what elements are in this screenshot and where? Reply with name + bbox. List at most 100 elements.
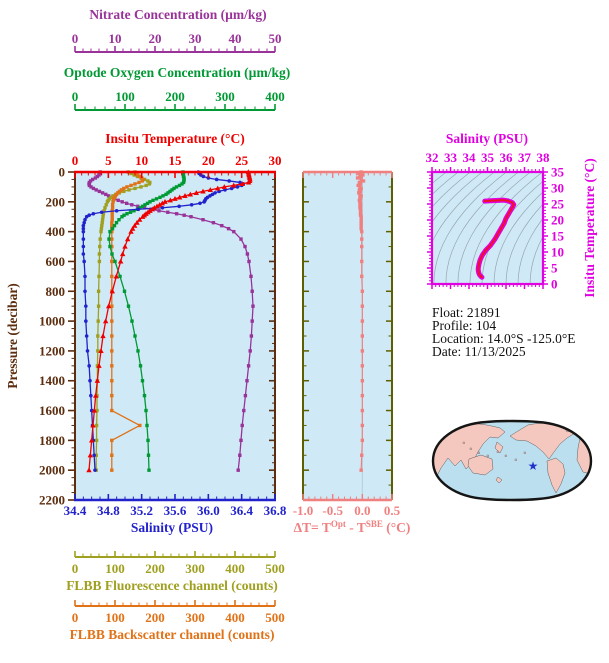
backscatter-profile-marker (110, 212, 114, 216)
oxygen-profile-marker (146, 438, 150, 443)
fluorescence-profile-marker (132, 173, 136, 177)
map-island (477, 451, 480, 454)
fluorescence-profile-marker (96, 319, 100, 323)
nitrate-tick-label: 40 (229, 31, 242, 46)
temperature-profile-marker (109, 288, 116, 294)
temperature-profile-marker (124, 236, 131, 242)
temperature-profile-marker (207, 187, 214, 192)
backscatter-profile-marker (110, 237, 114, 241)
backscatter-profile-marker (140, 179, 144, 183)
nitrate-tick-label: 50 (269, 31, 282, 46)
delta-t-marker (358, 189, 363, 194)
oxygen-profile-marker (170, 188, 174, 192)
oxygen-profile-marker (113, 259, 117, 264)
fluorescence-profile-marker (96, 349, 100, 353)
oxygen-profile-marker (125, 212, 129, 216)
backscatter-profile-marker (129, 183, 133, 188)
nitrate-tick-label: 30 (189, 31, 202, 46)
oxygen-tick-label: 400 (265, 89, 285, 104)
float-info: Float: 21891 Profile: 104 Location: 14.0… (432, 305, 576, 359)
nitrate-profile-marker (240, 423, 244, 428)
nitrate-profile-marker (116, 198, 120, 203)
oxygen-profile-marker (107, 237, 111, 241)
delta-t-marker (360, 244, 364, 249)
backscatter-profile-marker (110, 364, 114, 368)
pressure-tick-label: 2200 (39, 493, 65, 508)
temperature-tick-label: 15 (169, 153, 183, 168)
pressure-tick-label: 1400 (39, 373, 65, 388)
nitrate-profile-marker (95, 174, 100, 179)
temperature-profile-marker (92, 392, 99, 398)
fluorescence-profile-marker (101, 212, 106, 216)
salinity-tick-label: 35.6 (164, 503, 187, 518)
fluorescence-profile-marker (94, 453, 98, 457)
oxygen-profile-marker (158, 195, 162, 200)
backscatter-profile-marker (110, 218, 114, 222)
nitrate-profile-marker (249, 334, 254, 338)
fluorescence-profile-marker (144, 183, 148, 188)
delta-t-marker (360, 259, 364, 264)
nitrate-profile-marker (91, 186, 96, 191)
salinity-axis-title: Salinity (PSU) (131, 520, 213, 535)
temperature-profile-marker (119, 251, 126, 257)
ts-t-tick-label: 5 (551, 261, 558, 276)
nitrate-profile-marker (251, 304, 255, 308)
temperature-profile-marker (122, 243, 128, 249)
nitrate-profile-marker (242, 408, 246, 413)
float-id-line: Float: 21891 (432, 305, 501, 320)
fluorescence-profile-marker (146, 179, 150, 183)
oxygen-profile-marker (117, 218, 121, 222)
backscatter-profile-marker (110, 220, 114, 225)
oxygen-profile-marker (118, 274, 122, 279)
fluorescence-tick-label: 200 (145, 561, 165, 576)
fluorescence-profile-marker (97, 252, 102, 256)
nitrate-profile-marker (201, 218, 205, 222)
oxygen-profile-marker (140, 379, 145, 383)
temperature-profile-marker (182, 193, 188, 198)
fluorescence-profile-marker (98, 244, 102, 249)
fluorescence-profile-marker (101, 215, 105, 219)
isopycnal-line (432, 172, 483, 223)
map-outline (431, 419, 593, 502)
oxygen-profile-marker (148, 200, 152, 204)
ts-salinity-axis-title: Salinity (PSU) (446, 131, 528, 146)
salinity-profile-marker (84, 214, 89, 219)
salinity-profile-marker (88, 378, 92, 383)
backscatter-profile-marker (110, 304, 114, 308)
nitrate-profile-marker (249, 274, 253, 279)
backscatter-profile-marker (110, 259, 114, 264)
isopycnal-line (445, 172, 519, 284)
main-plot-axes: 0200400600800100012001400160018002000220… (39, 153, 287, 518)
ts-s-tick-label: 33 (444, 150, 458, 165)
salinity-profile-marker (114, 208, 119, 213)
nitrate-tick-label: 0 (72, 31, 79, 46)
nitrate-profile-marker (238, 453, 242, 457)
nitrate-profile-marker (226, 226, 231, 231)
backscatter-profile-marker (110, 319, 114, 323)
ts-s-tick-label: 36 (500, 150, 514, 165)
oxygen-profile-marker (108, 229, 112, 234)
fluorescence-profile-marker (96, 289, 101, 293)
backscatter-profile-marker (136, 173, 140, 177)
isopycnal-line (469, 172, 543, 284)
ts-curve-core (477, 199, 515, 279)
delta-t-marker (357, 171, 361, 176)
map-island (469, 447, 472, 450)
delta-t-marker (360, 423, 365, 428)
delta-t-background (303, 172, 392, 500)
pressure-tick-label: 800 (46, 284, 66, 299)
oxygen-profile-marker (180, 182, 184, 186)
backscatter-profile-marker (110, 468, 114, 472)
delta-t-marker (359, 218, 363, 222)
backscatter-profile-marker (138, 174, 142, 179)
temperature-profile-marker (214, 185, 221, 191)
backscatter-profile-marker (110, 274, 114, 279)
temperature-profile-marker (96, 363, 102, 368)
backscatter-profile-marker (125, 185, 129, 189)
oxygen-profile-marker (133, 334, 137, 338)
salinity-profile-marker (81, 244, 86, 249)
nitrate-profile-marker (243, 244, 247, 249)
backscatter-profile-marker (133, 182, 137, 186)
nitrate-profile-marker (250, 289, 254, 293)
backscatter-axis-title: FLBB Backscatter channel (counts) (70, 627, 275, 642)
